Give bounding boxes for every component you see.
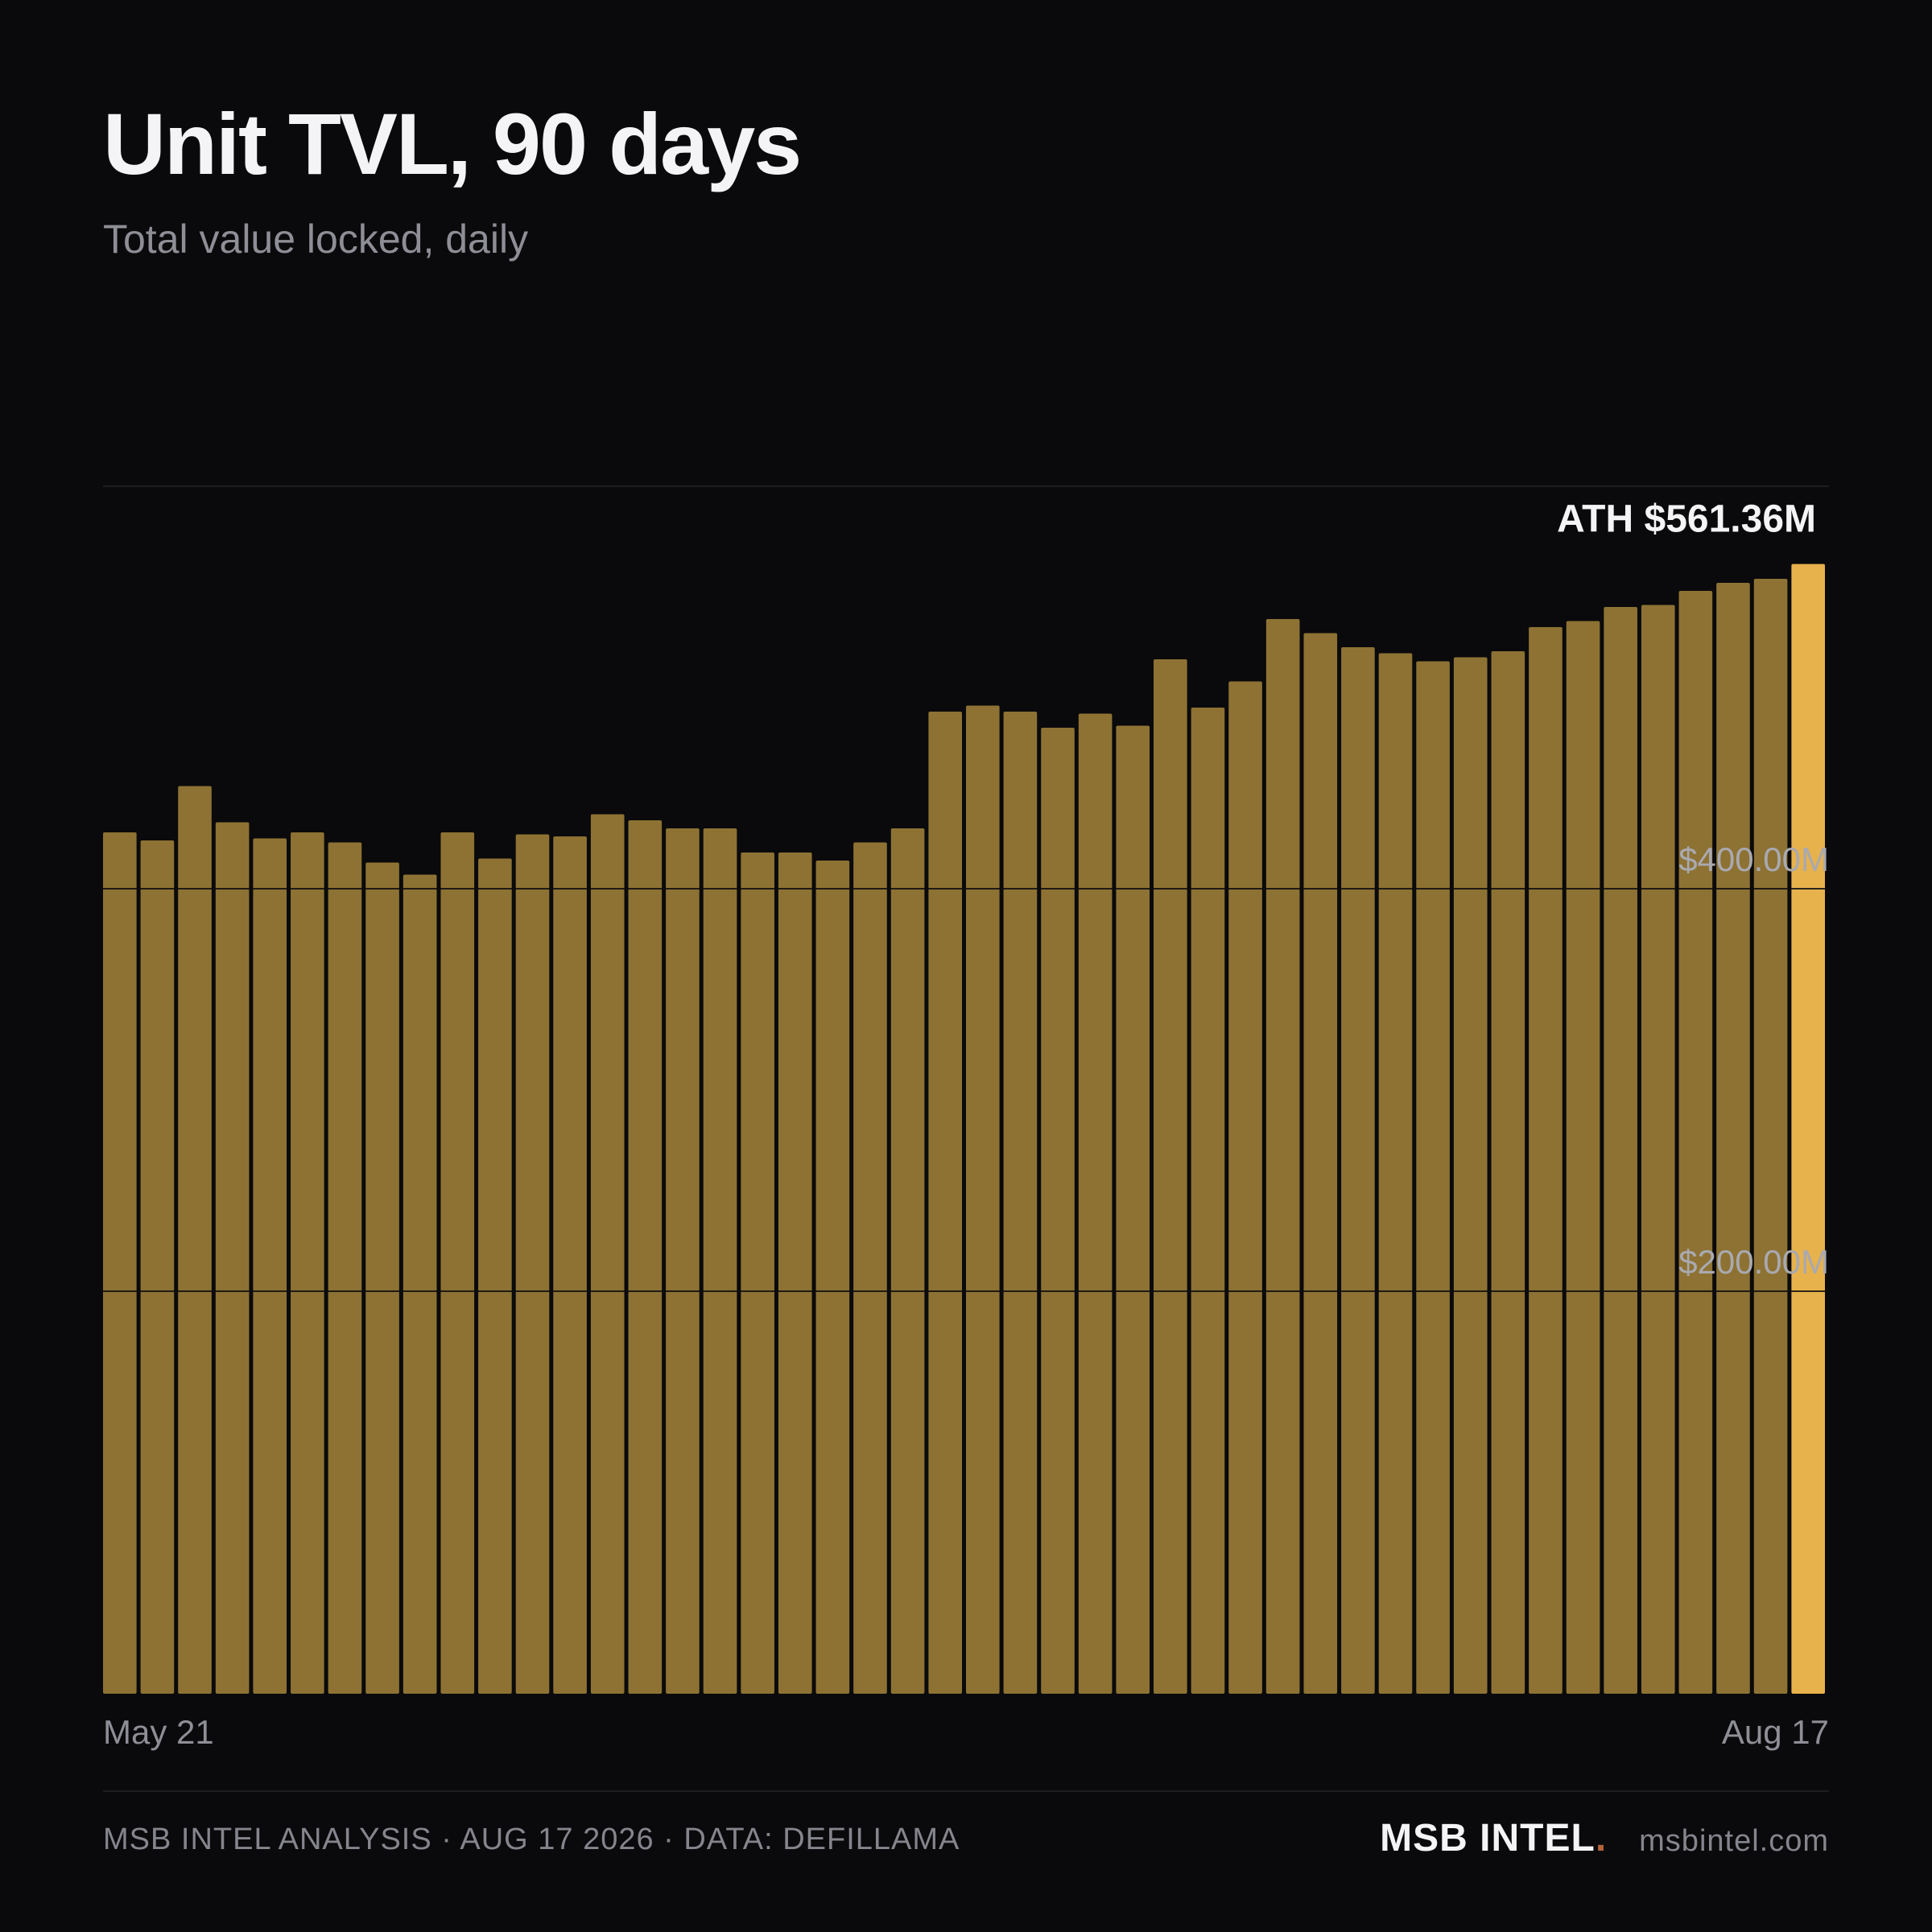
bar [1529,627,1563,1694]
bar [666,828,700,1694]
bar [178,786,212,1694]
footer-brand-block: MSB INTEL. msbintel.com [1380,1816,1829,1860]
bar [778,852,812,1694]
bar [1604,607,1637,1694]
bar [741,852,774,1694]
y-tick-label: $400.00M [1678,840,1829,878]
footer-source: MSB INTEL ANALYSIS · AUG 17 2026 · DATA:… [103,1823,960,1856]
bar [1191,708,1225,1694]
x-axis-end-label: Aug 17 [1721,1713,1829,1751]
bar [815,861,850,1694]
bar [1378,653,1413,1694]
bar [253,838,287,1694]
chart-title: Unit TVL, 90 days [103,95,802,192]
bar-ath [1791,564,1825,1694]
bar [1303,633,1338,1694]
bar [1678,591,1713,1694]
bar [365,862,399,1694]
bar [440,832,475,1694]
footer-website: msbintel.com [1639,1824,1829,1858]
bar [1566,621,1600,1694]
bar [103,832,137,1694]
bar [853,842,887,1694]
ath-annotation: ATH $561.36M [1557,498,1816,541]
bar [515,834,550,1694]
bar [1078,713,1113,1694]
bar [1453,657,1488,1694]
bar [703,828,737,1694]
bar [1416,661,1450,1694]
bar [928,712,962,1694]
bar [291,832,324,1694]
bar [1491,651,1525,1694]
bar [1265,619,1300,1694]
bar [890,828,925,1694]
bar [1716,583,1750,1694]
bar [215,822,250,1694]
bar [1753,579,1788,1694]
bar [1228,681,1262,1694]
bar [553,836,587,1694]
bar [628,820,663,1694]
bar [1041,728,1075,1694]
brand-dot: . [1595,1817,1608,1860]
bar [1641,605,1675,1694]
footer-divider [103,1790,1829,1792]
y-tick-label: $200.00M [1678,1243,1829,1281]
bar [1341,647,1375,1694]
bar [1154,659,1187,1694]
bar [478,858,512,1694]
bar [402,874,437,1694]
bar [328,842,362,1694]
bar [1116,725,1150,1694]
brand-name: MSB INTEL [1380,1817,1596,1860]
bar [590,814,625,1694]
chart-subtitle: Total value locked, daily [103,217,529,262]
x-axis-start-label: May 21 [103,1713,214,1751]
bar [140,840,175,1694]
bar [1003,712,1038,1694]
brand-logo: MSB INTEL. [1380,1816,1607,1860]
bar [966,705,1000,1694]
